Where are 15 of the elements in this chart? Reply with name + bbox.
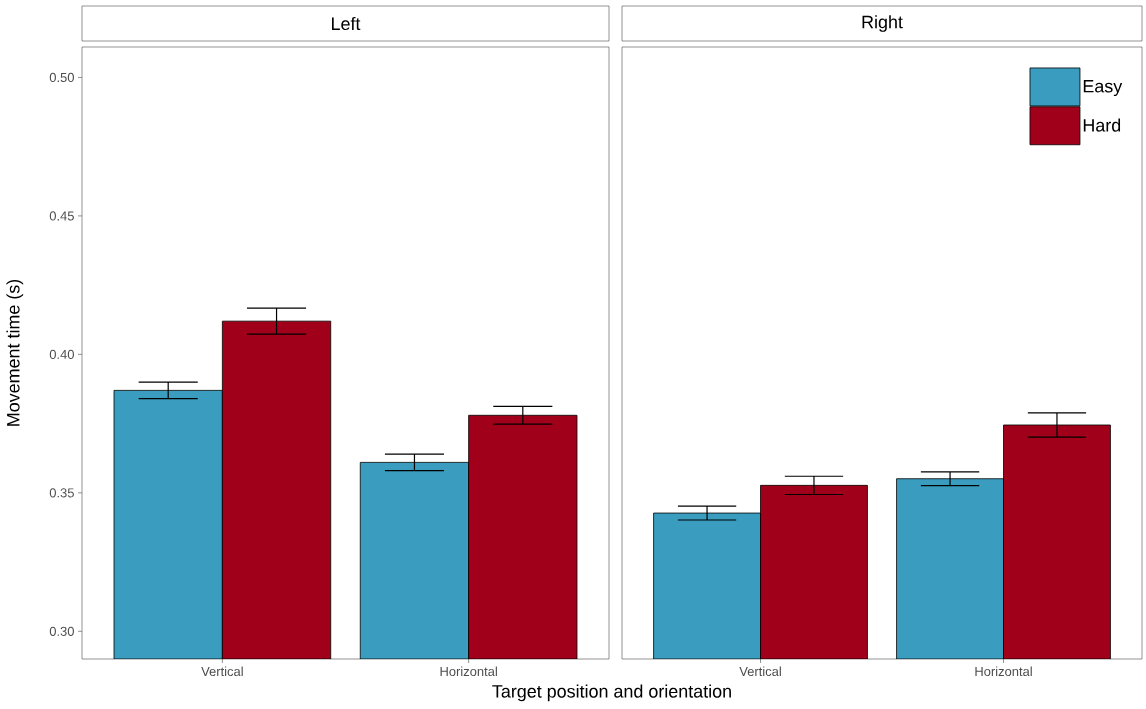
x-tick-label: Horizontal	[440, 666, 497, 677]
chart-title: Right	[862, 15, 903, 32]
y-axis-title: Movement time (s)	[6, 279, 24, 426]
x-axis-title: Target position and orientation	[492, 684, 731, 702]
y-tick-label: 0.35	[49, 488, 74, 498]
y-tick-label: 0.30	[49, 626, 74, 636]
y-tick-label: 0.45	[49, 211, 74, 221]
y-tick-label: 0.50	[49, 72, 74, 83]
x-tick-label: Vertical	[201, 666, 243, 677]
legend-label: Hard	[1083, 118, 1121, 132]
x-tick-label: Horizontal	[975, 666, 1032, 677]
x-tick-label: Vertical	[739, 666, 781, 677]
chart-title: Left	[332, 16, 361, 31]
y-tick-label: 0.40	[49, 349, 74, 359]
legend-label: Easy	[1083, 80, 1123, 97]
